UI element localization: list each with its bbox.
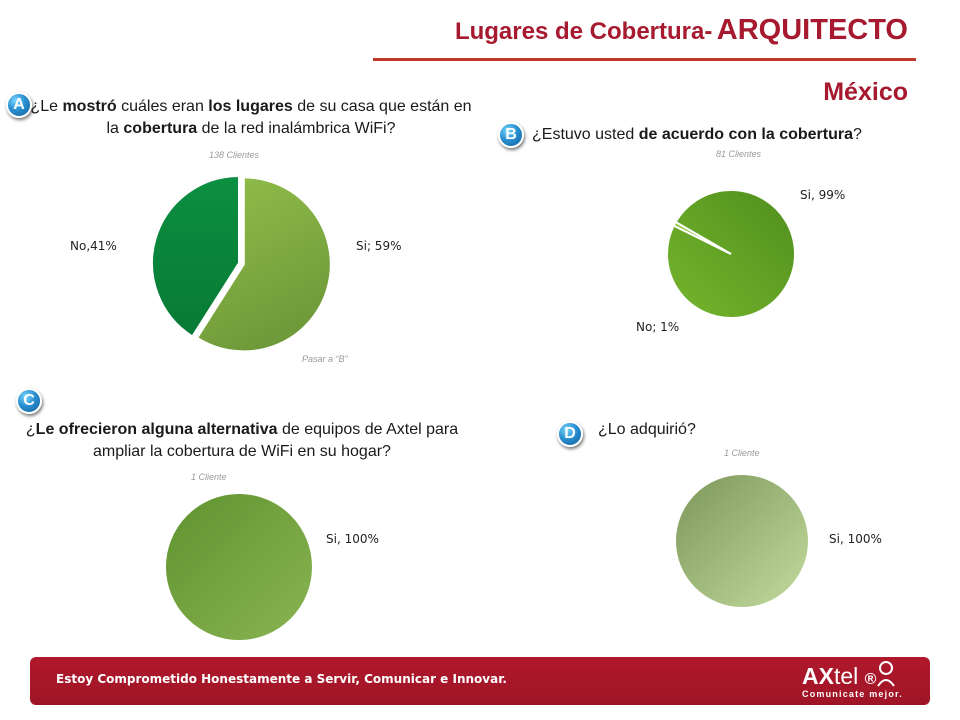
axtel-logo: AXtel ® — [802, 663, 876, 690]
base-count-b: 81 Clientes — [716, 149, 762, 159]
title-accent: ARQUITECTO — [716, 14, 908, 46]
badge-a: A — [6, 92, 32, 118]
pie-a-slice-no — [151, 174, 240, 338]
footer-bar — [30, 657, 930, 705]
base-count-d: 1 Cliente — [724, 448, 760, 458]
base-count-c: 1 Cliente — [191, 472, 227, 482]
axtel-mascot-icon — [877, 661, 895, 687]
pie-c-slice-si — [164, 492, 314, 642]
pie-b-label-no: No; 1% — [636, 320, 680, 334]
logo-tagline: Comunicate mejor. — [802, 689, 903, 699]
pie-b-slice-no — [672, 220, 732, 255]
logo-thin: tel — [833, 663, 859, 689]
badge-c: C — [16, 388, 42, 414]
logo-trademark: ® — [864, 671, 877, 688]
title-underline — [373, 58, 916, 61]
question-b: ¿Estuvo usted de acuerdo con la cobertur… — [532, 126, 862, 143]
pie-d-slice-si — [674, 473, 810, 609]
slide-title: Lugares de Cobertura- ARQUITECTO — [300, 14, 908, 47]
logo-bold: AX — [802, 663, 834, 689]
question-d: ¿Lo adquirió? — [598, 421, 696, 438]
pie-d-label-si: Si, 100% — [829, 532, 882, 546]
pie-c-label-si: Si, 100% — [326, 532, 379, 546]
region-label: México — [823, 78, 908, 106]
skip-note-a: Pasar a “B” — [302, 354, 348, 364]
badge-b: B — [498, 122, 524, 148]
question-a: ¿Le mostró cuáles eran los lugares de su… — [30, 98, 472, 137]
pie-a-label-si: Si; 59% — [356, 239, 402, 253]
pie-b-label-si: Si, 99% — [800, 188, 846, 202]
pie-a-slice-si — [195, 176, 332, 353]
footer-slogan: Estoy Comprometido Honestamente a Servir… — [56, 672, 507, 686]
question-c: ¿Le ofrecieron alguna alternativa de equ… — [25, 421, 459, 460]
title-lead: Lugares de Cobertura- — [454, 18, 713, 45]
base-count-a: 138 Clientes — [209, 150, 260, 160]
pie-charts-canvas — [151, 174, 810, 642]
pie-a-label-no: No,41% — [70, 239, 117, 253]
badge-d: D — [557, 421, 583, 447]
